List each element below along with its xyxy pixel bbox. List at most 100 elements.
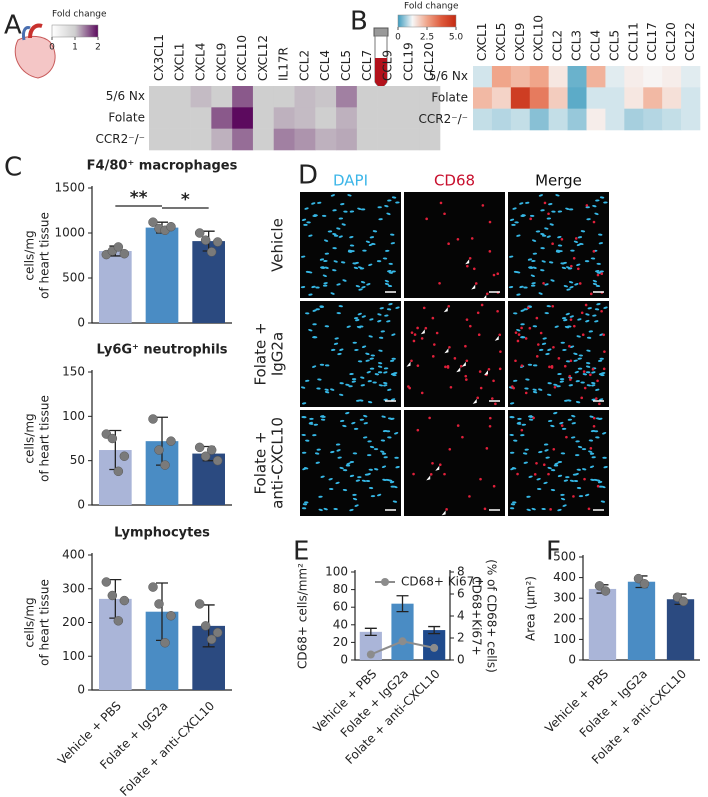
nucleus: [300, 286, 306, 289]
cd68-cell: [552, 447, 556, 451]
nucleus: [557, 508, 562, 512]
heat-cell: [529, 66, 549, 88]
nucleus: [377, 319, 382, 323]
nucleus: [365, 240, 371, 243]
nucleus: [598, 417, 603, 420]
nucleus: [361, 315, 366, 318]
row-label: Folate: [108, 111, 145, 125]
cd68-cell: [526, 306, 530, 310]
nucleus: [540, 247, 545, 250]
cd68-cell: [487, 367, 491, 371]
nucleus: [365, 352, 370, 355]
nucleus: [339, 382, 344, 385]
nucleus: [372, 381, 377, 384]
cd68-cell: [514, 359, 517, 363]
cd68-cell: [483, 507, 487, 511]
data-point: [154, 445, 164, 455]
cd68-cell: [481, 204, 485, 207]
cd68-cell: [520, 364, 524, 367]
cd68-cell: [478, 370, 482, 373]
nucleus: [339, 419, 345, 422]
data-point: [113, 242, 124, 252]
nucleus: [520, 323, 525, 326]
nucleus: [384, 205, 389, 208]
nucleus: [380, 439, 386, 442]
nucleus: [560, 452, 566, 455]
nucleus: [387, 284, 393, 288]
nucleus: [536, 478, 541, 481]
nucleus: [543, 481, 548, 485]
nucleus: [557, 373, 562, 376]
cd68-cell: [551, 242, 554, 246]
cd68-cell: [547, 212, 550, 216]
data-point: [194, 442, 205, 453]
y-tick-label: 0: [77, 498, 85, 512]
nucleus: [574, 283, 579, 286]
cd68-cell: [480, 303, 484, 307]
heat-cell: [377, 86, 399, 108]
nucleus: [599, 270, 604, 273]
cd68-cell: [553, 385, 557, 389]
heat-cell: [491, 108, 512, 131]
cd68-cell: [592, 220, 596, 224]
cd68-cell: [592, 416, 596, 420]
nucleus: [332, 269, 337, 272]
cd68-cell: [596, 379, 599, 383]
nucleus: [302, 467, 307, 471]
nucleus: [323, 507, 328, 511]
nucleus: [591, 456, 596, 459]
nucleus: [330, 388, 335, 391]
nucleus: [587, 307, 592, 310]
nucleus: [336, 227, 341, 230]
heat-cell: [294, 86, 316, 108]
nucleus: [555, 250, 561, 253]
heart-icon: [14, 23, 56, 79]
nucleus: [346, 462, 351, 465]
nucleus: [513, 312, 518, 315]
nucleus: [601, 372, 606, 375]
cd68-cell: [511, 385, 514, 388]
nucleus: [301, 218, 307, 221]
nucleus: [535, 230, 541, 233]
row-label: Folate +: [252, 431, 270, 494]
cd68-cell: [535, 461, 538, 465]
heat-cell: [252, 107, 275, 129]
nucleus: [569, 286, 574, 289]
micrograph-image: [508, 410, 609, 516]
nucleus: [531, 507, 536, 511]
y-axis-label: Area (μm²): [524, 576, 538, 641]
nucleus: [577, 318, 582, 321]
nucleus: [538, 194, 543, 197]
heat-cell: [149, 128, 171, 151]
cd68-cell: [528, 326, 532, 330]
heat-cell: [473, 66, 493, 88]
nucleus: [590, 478, 595, 481]
bar: [588, 588, 617, 660]
nucleus: [306, 221, 311, 224]
colorbar-tick-label: 0: [395, 33, 401, 43]
nucleus: [599, 398, 604, 401]
nucleus: [586, 384, 592, 387]
nucleus: [567, 399, 572, 402]
nucleus: [598, 233, 603, 236]
y-tick-label: 1000: [54, 226, 85, 240]
x-tick-label: Folate + anti-CXCL10: [117, 699, 217, 797]
nucleus: [595, 436, 600, 439]
nucleus: [519, 285, 524, 289]
nucleus: [570, 249, 575, 252]
panel-label: D: [298, 161, 318, 191]
nucleus: [577, 445, 583, 449]
nucleus: [336, 449, 341, 452]
arrowhead: [406, 361, 411, 367]
column-label: CXCL10: [235, 35, 249, 81]
nucleus: [360, 376, 365, 379]
arrowhead: [420, 329, 425, 335]
nucleus: [562, 348, 567, 351]
cd68-cell: [469, 324, 472, 328]
heat-cell: [529, 108, 549, 131]
data-point: [166, 436, 176, 446]
nucleus: [577, 236, 583, 239]
cd68-cell: [514, 331, 518, 334]
arrowhead: [435, 465, 440, 471]
